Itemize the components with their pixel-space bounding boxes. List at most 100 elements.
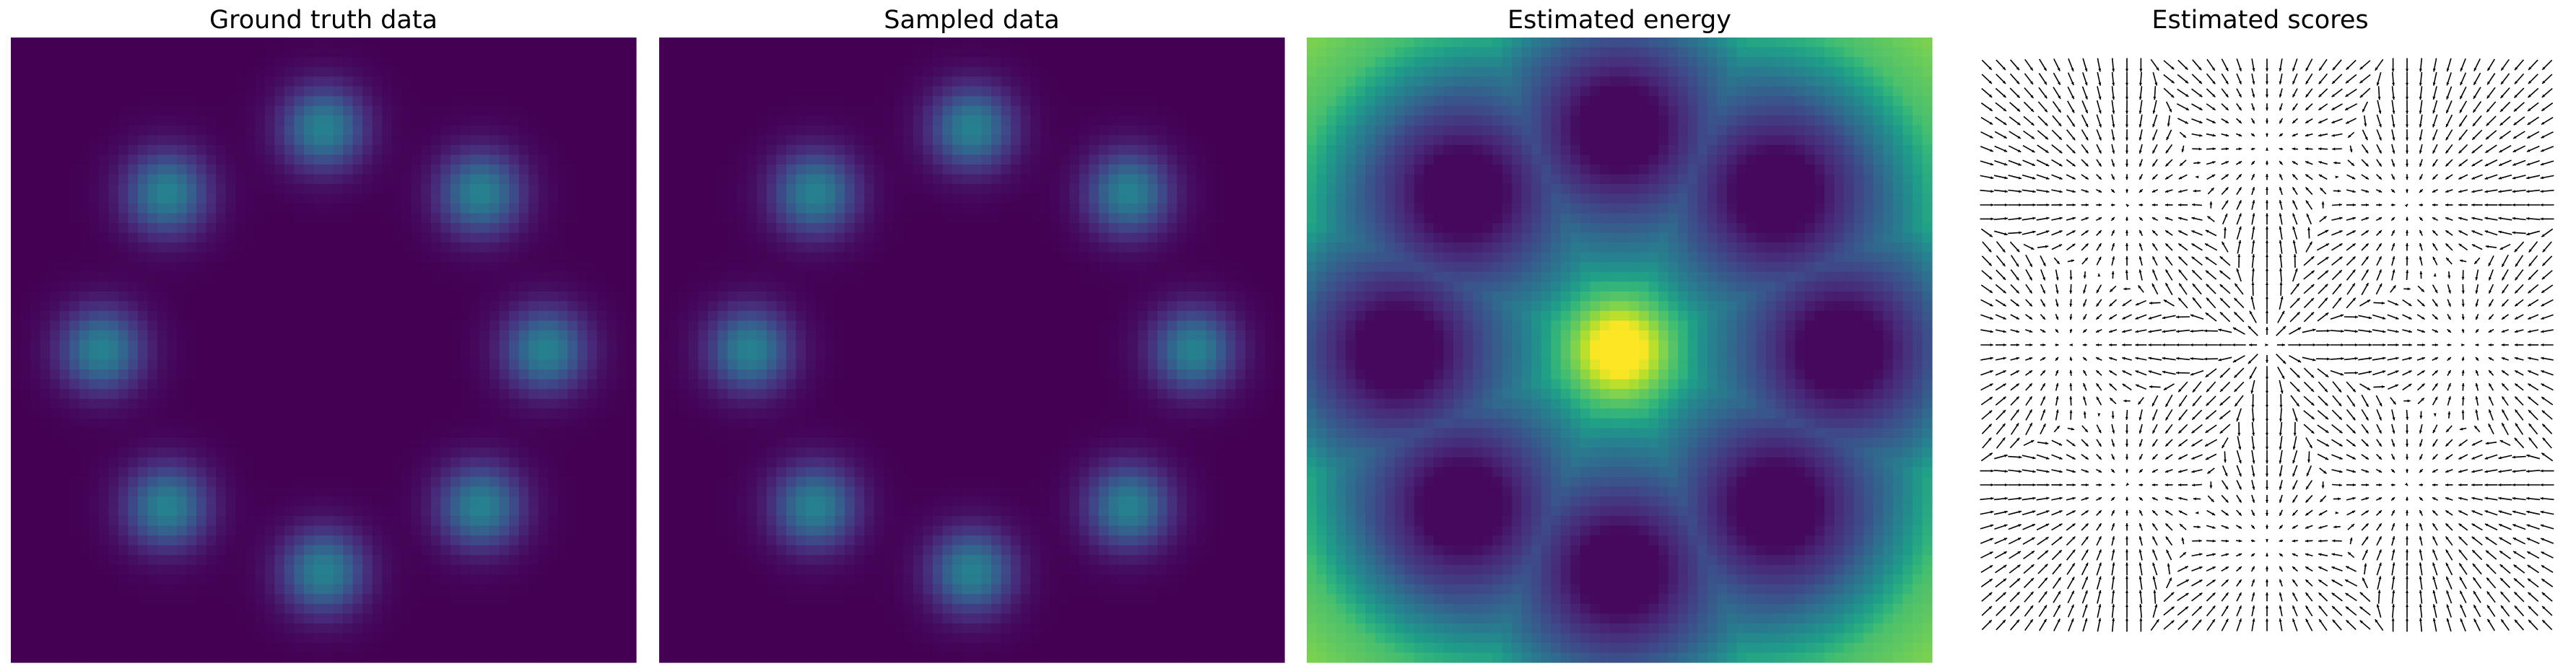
heatmap-cell [157, 389, 168, 400]
heatmap-cell [20, 164, 31, 175]
heatmap-cell [499, 633, 510, 644]
heatmap-cell [596, 535, 608, 546]
heatmap-cell [1011, 96, 1022, 107]
heatmap-cell [864, 76, 875, 87]
heatmap-cell [460, 418, 471, 429]
heatmap-cell [509, 301, 520, 312]
heatmap-cell [362, 389, 373, 400]
heatmap-cell [450, 144, 461, 155]
heatmap-cell [421, 310, 432, 322]
heatmap-cell [245, 291, 256, 302]
heatmap-cell [98, 144, 109, 155]
heatmap-cell [20, 183, 31, 195]
heatmap-cell [362, 86, 373, 97]
heatmap-cell [343, 252, 354, 263]
heatmap-cell [255, 144, 266, 155]
heatmap-cell [128, 105, 139, 116]
heatmap-cell [118, 379, 129, 390]
heatmap-cell [796, 57, 806, 68]
heatmap-cell [20, 115, 31, 126]
heatmap-cell [245, 320, 256, 331]
heatmap-cell [518, 516, 529, 527]
heatmap-cell [1001, 57, 1011, 68]
heatmap-cell [479, 105, 490, 116]
heatmap-cell [372, 398, 383, 409]
heatmap-cell [864, 57, 875, 68]
heatmap-cell [313, 506, 324, 517]
heatmap-cell [669, 38, 679, 48]
heatmap-cell [284, 545, 295, 556]
heatmap-cell [382, 105, 393, 116]
heatmap-cell [235, 418, 246, 429]
heatmap-cell [313, 271, 324, 282]
heatmap-cell [313, 437, 324, 448]
heatmap-cell [430, 584, 441, 595]
heatmap-cell [1118, 115, 1129, 126]
heatmap-cell [225, 623, 236, 634]
heatmap-cell [509, 252, 520, 263]
heatmap-cell [323, 262, 334, 273]
heatmap-cell [323, 476, 334, 488]
heatmap-cell [225, 174, 236, 185]
heatmap-cell [137, 144, 149, 155]
heatmap-cell [679, 86, 689, 97]
heatmap-cell [825, 66, 836, 77]
heatmap-cell [1255, 76, 1266, 87]
heatmap-cell [372, 467, 383, 478]
heatmap-cell [538, 96, 549, 107]
heatmap-cell [1167, 57, 1178, 68]
heatmap-cell [216, 340, 227, 351]
heatmap-cell [391, 281, 402, 292]
heatmap-cell [825, 135, 836, 146]
heatmap-cell [489, 437, 500, 448]
heatmap-cell [509, 613, 520, 624]
heatmap-cell [245, 223, 256, 234]
heatmap-cell [479, 47, 490, 58]
heatmap-cell [489, 154, 500, 165]
heatmap-cell [343, 555, 354, 566]
heatmap-cell [1079, 144, 1089, 155]
heatmap-cell [981, 47, 992, 58]
heatmap-cell [167, 428, 178, 439]
heatmap-cell [89, 418, 100, 429]
heatmap-cell [167, 174, 178, 185]
heatmap-cell [284, 486, 295, 497]
heatmap-cell [499, 623, 510, 634]
heatmap-cell [274, 183, 285, 195]
heatmap-cell [499, 125, 510, 136]
heatmap-cell [167, 271, 178, 282]
heatmap-cell [440, 320, 451, 331]
heatmap-cell [864, 38, 875, 48]
heatmap-cell [659, 105, 670, 116]
heatmap-cell [235, 457, 246, 468]
heatmap-cell [118, 525, 129, 536]
heatmap-cell [596, 623, 608, 634]
heatmap-cell [89, 398, 100, 409]
heatmap-cell [538, 38, 549, 48]
heatmap-cell [157, 642, 168, 654]
heatmap-cell [372, 262, 383, 273]
heatmap-cell [128, 203, 139, 214]
heatmap-cell [616, 262, 627, 273]
heatmap-cell [391, 340, 402, 351]
heatmap-cell [30, 447, 41, 458]
heatmap-cell [854, 144, 865, 155]
heatmap-cell [1167, 115, 1178, 126]
heatmap-cell [294, 584, 305, 595]
heatmap-cell [264, 564, 275, 575]
heatmap-cell [372, 359, 383, 370]
heatmap-cell [323, 564, 334, 575]
heatmap-cell [1059, 135, 1070, 146]
heatmap-cell [20, 76, 31, 87]
heatmap-cell [108, 262, 119, 273]
heatmap-cell [1274, 144, 1285, 155]
heatmap-cell [333, 418, 344, 429]
heatmap-cell [499, 66, 510, 77]
heatmap-cell [440, 262, 451, 273]
heatmap-cell [323, 115, 334, 126]
heatmap-cell [372, 476, 383, 488]
heatmap-cell [225, 330, 236, 341]
heatmap-cell [708, 105, 718, 116]
heatmap-cell [606, 144, 617, 155]
heatmap-cell [118, 86, 129, 97]
